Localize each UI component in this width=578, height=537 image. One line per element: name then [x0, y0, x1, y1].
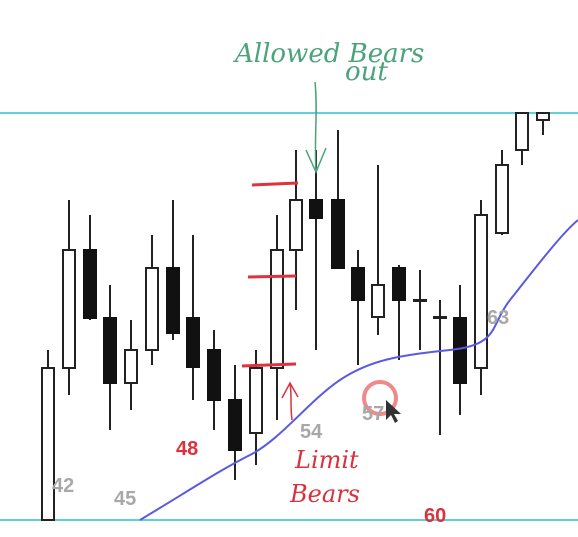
candle-body — [536, 112, 550, 121]
candle-body — [228, 399, 242, 451]
candle-body — [495, 164, 509, 234]
candle-body — [270, 249, 284, 369]
candle-body — [433, 316, 447, 319]
moving-average — [139, 219, 578, 521]
bar-label: 57 — [362, 403, 384, 425]
annotation: out — [345, 57, 388, 87]
limit-marks — [241, 181, 299, 368]
bar-label: 42 — [52, 475, 74, 497]
annotation: Limit — [294, 446, 359, 474]
candle-body — [249, 367, 263, 434]
candle-body — [474, 214, 488, 369]
candle-body — [392, 267, 406, 301]
candle-body — [371, 284, 385, 318]
candle-body — [309, 199, 323, 219]
arrow-up — [281, 381, 299, 421]
candle-body — [289, 199, 303, 251]
candle-body — [41, 367, 55, 521]
candle-body — [83, 249, 97, 319]
bar-label: 45 — [114, 488, 136, 510]
bar-label: 63 — [487, 307, 509, 329]
candle-body — [331, 199, 345, 269]
candle-body — [453, 317, 467, 384]
candle-body — [186, 317, 200, 368]
candle-body — [62, 249, 76, 369]
bar-label: 48 — [176, 438, 198, 460]
cursor — [386, 400, 401, 423]
candle-body — [207, 349, 221, 401]
annotation: Bears — [289, 480, 360, 508]
annotation: Allowed Bears — [233, 39, 424, 69]
cursor-highlight — [362, 380, 398, 416]
bar-label: 60 — [424, 505, 446, 527]
bar-label: 54 — [300, 421, 323, 443]
arrow-down — [305, 81, 327, 174]
candle-body — [351, 267, 365, 301]
candles — [41, 112, 550, 521]
candle-body — [145, 267, 159, 351]
candle-body — [166, 267, 180, 334]
candle-body — [515, 112, 529, 151]
candle-body — [124, 349, 138, 384]
candle-body — [413, 299, 427, 302]
candle-body — [103, 317, 117, 384]
